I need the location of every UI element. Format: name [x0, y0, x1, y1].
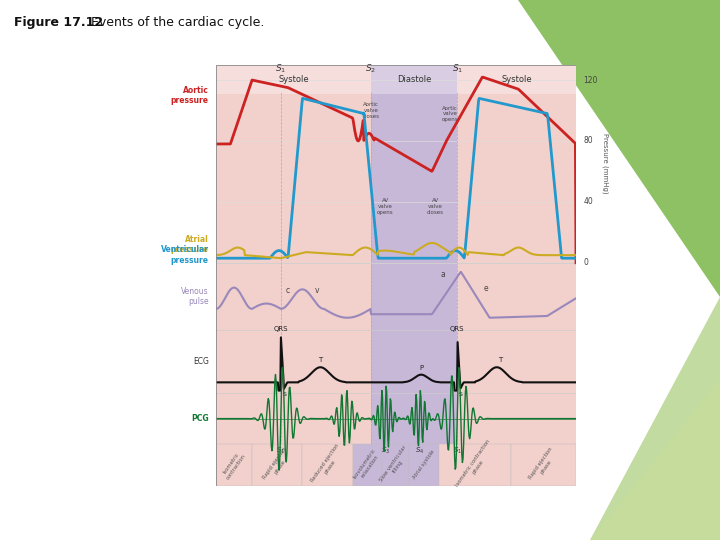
Text: AV
valve
closes: AV valve closes — [427, 198, 444, 215]
Bar — [457, 65, 576, 486]
Text: $S_4$: $S_4$ — [415, 446, 424, 456]
Text: AV
valve
opens: AV valve opens — [377, 198, 394, 215]
Bar — [216, 444, 252, 486]
Text: Aortic
pressure: Aortic pressure — [171, 85, 209, 105]
Text: S: S — [459, 392, 463, 397]
Text: c: c — [286, 286, 290, 295]
Text: ECG: ECG — [193, 357, 209, 366]
Text: T: T — [318, 357, 323, 363]
Text: Venous
pulse: Venous pulse — [181, 287, 209, 306]
Text: 80: 80 — [583, 137, 593, 145]
Text: 40: 40 — [583, 197, 593, 206]
Bar — [353, 444, 382, 486]
Bar — [216, 65, 371, 486]
Text: Isovolumetric
relaxation: Isovolumetric relaxation — [353, 447, 382, 483]
Text: v: v — [315, 286, 319, 295]
Text: a: a — [441, 270, 445, 279]
Bar — [371, 65, 457, 486]
Bar — [216, 65, 576, 94]
Text: Diastole: Diastole — [397, 75, 431, 84]
Text: S: S — [282, 392, 287, 397]
Text: Rapid ejection
phase: Rapid ejection phase — [262, 447, 292, 483]
Text: Reduced ejection
phase: Reduced ejection phase — [310, 443, 345, 487]
Text: 0: 0 — [583, 258, 588, 267]
Bar — [382, 444, 409, 486]
Text: Atrial
pressure: Atrial pressure — [171, 235, 209, 254]
Text: $S_1$: $S_1$ — [275, 63, 287, 76]
Text: Systole: Systole — [278, 75, 309, 84]
Bar — [409, 444, 439, 486]
Text: $S_1$: $S_1$ — [276, 446, 285, 456]
Text: Atrial systole: Atrial systole — [412, 449, 436, 481]
Text: $S_2$: $S_2$ — [365, 63, 377, 76]
Text: P: P — [419, 365, 423, 371]
Text: T: T — [498, 357, 503, 363]
Text: $S_1$: $S_1$ — [453, 446, 462, 456]
Text: Systole: Systole — [501, 75, 532, 84]
Text: $S_3$: $S_3$ — [381, 446, 390, 456]
Text: Figure 17.12: Figure 17.12 — [14, 16, 104, 29]
Text: PCG: PCG — [192, 414, 209, 423]
Text: QRS: QRS — [450, 326, 464, 332]
Text: Slow ventricular
filling: Slow ventricular filling — [379, 444, 412, 485]
Bar — [511, 444, 576, 486]
Text: QRS: QRS — [274, 326, 288, 332]
Polygon shape — [590, 297, 720, 540]
Text: Isometric
contraction: Isometric contraction — [221, 450, 247, 480]
Bar — [439, 444, 511, 486]
Text: Rapid ejection
phase: Rapid ejection phase — [528, 447, 559, 483]
Text: Events of the cardiac cycle.: Events of the cardiac cycle. — [83, 16, 264, 29]
Bar — [302, 444, 353, 486]
Polygon shape — [540, 378, 720, 540]
Text: Aortic
valve
opens: Aortic valve opens — [441, 105, 459, 122]
Text: Pressure (mmHg): Pressure (mmHg) — [601, 133, 608, 194]
Bar — [252, 444, 302, 486]
Text: Aortic
valve
closes: Aortic valve closes — [362, 103, 379, 119]
Text: 120: 120 — [583, 76, 598, 85]
Text: Ventricular
pressure: Ventricular pressure — [161, 246, 209, 265]
Text: Isometric contraction
phase: Isometric contraction phase — [454, 439, 496, 491]
Polygon shape — [518, 0, 720, 297]
Text: $S_1$: $S_1$ — [451, 63, 463, 76]
Text: e: e — [484, 284, 488, 293]
